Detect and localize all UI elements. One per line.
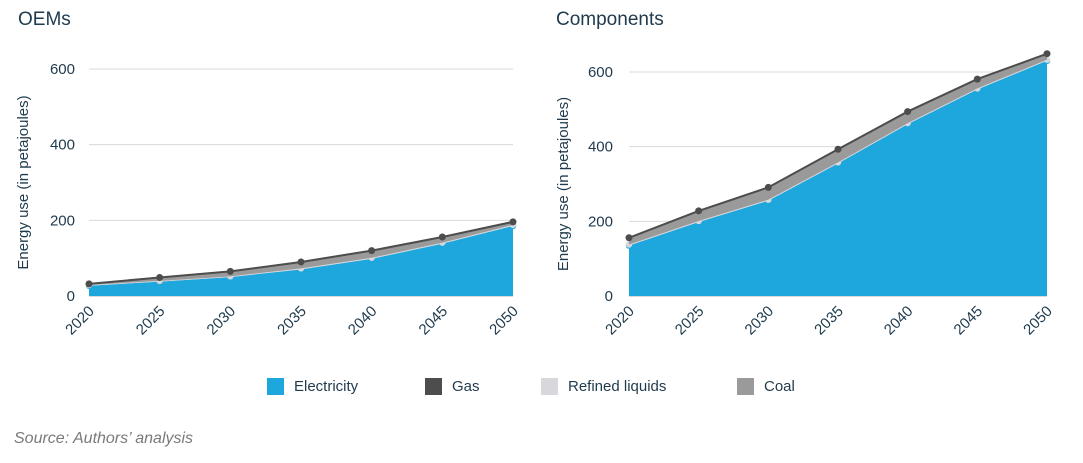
x-tick-label: 2025 [672, 303, 708, 339]
y-axis-label: Energy use (in petajoules) [15, 95, 32, 269]
x-tick-label: 2025 [133, 303, 169, 339]
area-electricity [629, 60, 1047, 296]
point-gas [85, 280, 93, 288]
point-gas [438, 233, 446, 241]
point-gas [973, 75, 981, 83]
y-tick-label: 400 [588, 139, 613, 156]
y-tick-label: 600 [588, 64, 613, 81]
x-tick-label: 2045 [951, 303, 987, 339]
legend-swatch-gas [425, 378, 442, 395]
legend-label-gas: Gas [452, 378, 480, 395]
chart-title: Components [556, 9, 664, 30]
point-gas [1043, 50, 1051, 58]
legend-label-electricity: Electricity [294, 378, 359, 395]
y-tick-label: 600 [50, 61, 75, 78]
point-gas [625, 234, 633, 242]
x-tick-label: 2040 [345, 303, 381, 339]
x-tick-label: 2050 [1020, 303, 1056, 339]
chart-oems: OEMs Energy use (in petajoules) 0 200 400 600… [15, 9, 522, 338]
y-tick-label: 0 [67, 288, 75, 305]
legend-swatch-coal [737, 378, 754, 395]
point-gas [509, 218, 517, 226]
point-gas [226, 267, 234, 275]
x-tick-label: 2020 [62, 303, 98, 339]
point-gas [695, 207, 703, 215]
y-axis-label: Energy use (in petajoules) [555, 97, 572, 271]
point-gas [297, 258, 305, 266]
point-gas [904, 108, 912, 116]
legend: Electricity Gas Refined liquids Coal [0, 378, 1083, 402]
area-electricity [89, 226, 513, 296]
x-tick-label: 2050 [486, 303, 522, 339]
legend-item-refined-liquids: Refined liquids [541, 378, 666, 395]
y-tick-label: 200 [588, 213, 613, 230]
chart-components: Components Energy use (in petajoules) 0 200… [555, 9, 1056, 338]
x-tick-label: 2035 [274, 303, 310, 339]
legend-label-refined-liquids: Refined liquids [568, 378, 667, 395]
point-gas [834, 145, 842, 153]
x-tick-label: 2030 [742, 303, 778, 339]
chart-title: OEMs [18, 9, 71, 30]
x-tick-label: 2040 [881, 303, 917, 339]
point-gas [156, 273, 164, 281]
legend-item-gas: Gas [425, 378, 480, 395]
x-tick-label: 2035 [811, 303, 847, 339]
source-note: Source: Authors’ analysis [14, 430, 194, 447]
legend-label-coal: Coal [764, 378, 795, 395]
x-tick-label: 2030 [204, 303, 240, 339]
y-tick-label: 0 [605, 288, 613, 305]
y-tick-label: 200 [50, 212, 75, 229]
x-tick-label: 2020 [602, 303, 638, 339]
y-tick-label: 400 [50, 137, 75, 154]
point-gas [764, 183, 772, 191]
legend-swatch-electricity [267, 378, 284, 395]
area-coal [629, 53, 1047, 245]
legend-item-coal: Coal [737, 378, 795, 395]
x-tick-label: 2045 [416, 303, 452, 339]
point-gas [368, 247, 376, 255]
legend-swatch-refined-liquids [541, 378, 558, 395]
legend-item-electricity: Electricity [267, 378, 358, 395]
